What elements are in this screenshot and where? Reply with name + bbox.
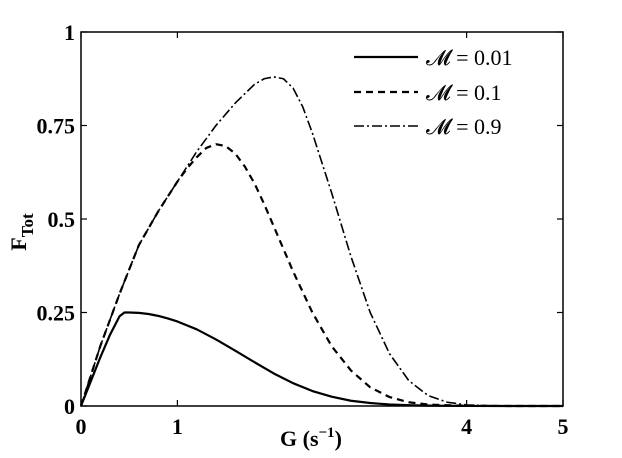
legend-label-2: 𝓜 = 0.9 [426,114,502,139]
x-tick-label-3: 5 [558,414,569,439]
y-tick-label-2: 0.5 [48,207,76,232]
y-tick-label-3: 0.75 [37,114,76,139]
y-tick-label-4: 1 [64,20,75,45]
y-tick-label-0: 0 [64,394,75,419]
x-axis-title: G (s−1) [280,425,342,451]
legend-label-0: 𝓜 = 0.01 [426,45,513,70]
y-tick-label-1: 0.25 [37,301,76,326]
legend: 𝓜 = 0.01 𝓜 = 0.1 𝓜 = 0.9 [354,45,513,139]
series-line-1 [79,143,563,408]
x-tick-label-1: 1 [172,414,183,439]
tick-labels: 0 1 4 5 0 0.25 0.5 0.75 1 [37,20,569,439]
x-tick-label-0: 0 [76,414,87,439]
legend-label-1: 𝓜 = 0.1 [426,80,502,105]
y-axis-title: FTot [6,213,37,251]
series-line-0 [79,311,563,408]
series-line-2 [80,76,563,407]
series-lines [79,76,563,408]
x-tick-label-2: 4 [461,414,472,439]
